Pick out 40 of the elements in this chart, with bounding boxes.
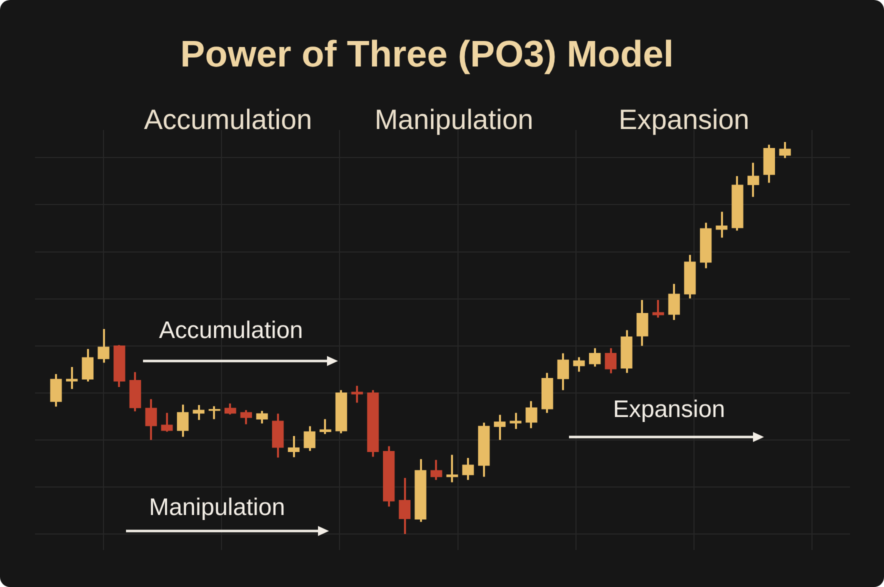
candlestick: [256, 410, 268, 424]
candlestick: [66, 366, 78, 390]
candlestick: [779, 140, 791, 160]
candlestick: [446, 454, 458, 484]
candlestick: [161, 412, 173, 433]
candlestick: [573, 356, 585, 373]
text: Expansion: [618, 104, 750, 136]
candlestick: [716, 210, 728, 239]
candlestick: [747, 162, 760, 198]
candlestick: [240, 409, 252, 426]
candlestick: [192, 404, 204, 421]
candlestick: [82, 348, 94, 383]
candlestick: [145, 398, 157, 441]
candlestick: [636, 298, 648, 347]
annotation: Expansion: [612, 396, 726, 424]
annotation: Manipulation: [148, 494, 286, 522]
candlestick: [288, 435, 300, 458]
candlestick: [320, 418, 332, 436]
candlestick: [604, 347, 617, 374]
candlestick: [668, 282, 680, 321]
text: Accumulation: [144, 104, 312, 136]
candlestick: [98, 328, 110, 364]
candlestick: [589, 347, 601, 368]
annotation: Accumulation: [158, 317, 304, 345]
text: Manipulation: [374, 104, 534, 136]
candlestick: [526, 400, 538, 430]
candlestick: [224, 402, 236, 416]
candlestick: [494, 414, 506, 441]
candlestick: [50, 373, 62, 408]
candlestick: [462, 456, 474, 481]
candlestick: [510, 412, 522, 430]
chart-title: Power of Three (PO3) Model: [180, 34, 674, 76]
candlestick: [430, 458, 442, 481]
candlestick: [652, 298, 664, 319]
candlestick: [208, 405, 220, 420]
candlestick: [398, 476, 410, 536]
candlestick: [351, 384, 363, 404]
candlestick: [304, 425, 316, 452]
candlestick: [176, 404, 189, 438]
candlestick: [557, 352, 569, 392]
